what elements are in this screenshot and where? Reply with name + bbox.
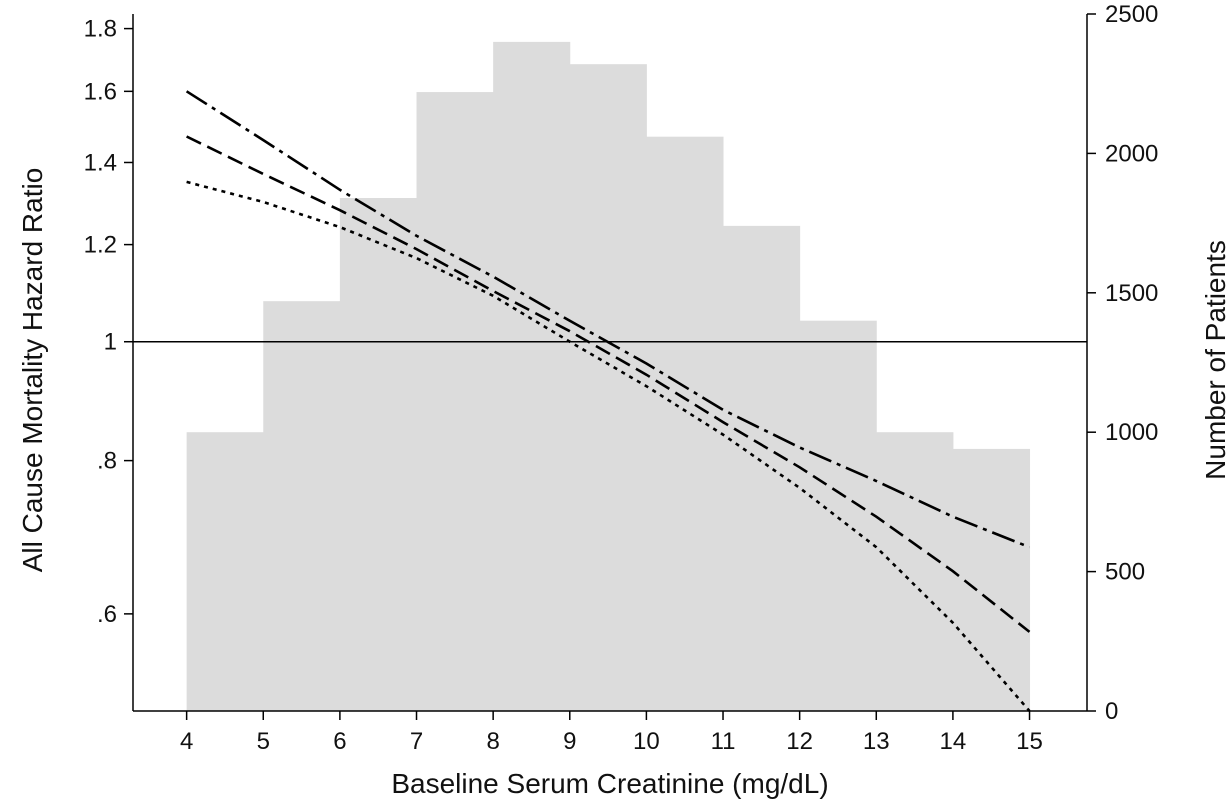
histogram-bar-6 [646, 136, 724, 711]
histogram-bar-9 [876, 432, 954, 711]
y-tick-label: 1.8 [84, 16, 117, 43]
y-tick-label: 1.6 [84, 78, 117, 105]
y-tick-label: 1.2 [84, 232, 117, 259]
x-tick-label: 5 [257, 728, 270, 755]
y-tick-label: .6 [97, 601, 117, 628]
x-tick-label: 8 [486, 728, 499, 755]
histogram-bar-8 [799, 320, 877, 711]
x-axis-title: Baseline Serum Creatinine (mg/dL) [391, 768, 828, 799]
histogram-bar-10 [952, 448, 1031, 711]
y-tick-label: .8 [97, 448, 117, 475]
series-layer [185, 90, 1031, 712]
histogram-bar-0 [186, 432, 264, 711]
y2-tick-label: 2500 [1105, 1, 1158, 28]
x-tick-label: 9 [563, 728, 576, 755]
x-tick-label: 12 [786, 728, 813, 755]
x-tick-label: 10 [633, 728, 660, 755]
histogram-bar-3 [416, 92, 494, 711]
histogram-bar-1 [263, 301, 341, 711]
histogram-bar-5 [569, 64, 647, 711]
histogram-bar-2 [339, 198, 418, 711]
x-tick-label: 14 [940, 728, 967, 755]
histogram-bar-7 [723, 225, 801, 711]
x-tick-label: 4 [180, 728, 193, 755]
y-axis-title: All Cause Mortality Hazard Ratio [17, 168, 48, 573]
y-tick-label: 1 [104, 329, 117, 356]
series-line-dash-dot [185, 90, 1030, 549]
series-line-dotted [186, 180, 1031, 712]
x-tick-label: 7 [410, 728, 423, 755]
series-line-dashed [186, 135, 1031, 633]
x-tick-label: 13 [863, 728, 890, 755]
y2-tick-label: 0 [1105, 698, 1118, 725]
y2-tick-label: 1000 [1105, 419, 1158, 446]
y2-tick-label: 1500 [1105, 280, 1158, 307]
x-tick-label: 15 [1016, 728, 1043, 755]
histogram-bar-4 [493, 41, 571, 711]
y-tick-label: 1.4 [84, 149, 117, 176]
y2-axis-title: Number of Patients [1200, 240, 1230, 480]
axes-layer: 4 5 6 7 8 9 10 11 12 13 14 15 .6 .8 1 1.2 1.4 1.6 1.8 0 500 1… [84, 1, 1159, 755]
y2-tick-label: 500 [1105, 559, 1145, 586]
x-tick-label: 11 [711, 728, 736, 755]
histogram-layer [186, 41, 1031, 711]
y2-tick-label: 2000 [1105, 140, 1158, 167]
x-tick-label: 6 [333, 728, 346, 755]
